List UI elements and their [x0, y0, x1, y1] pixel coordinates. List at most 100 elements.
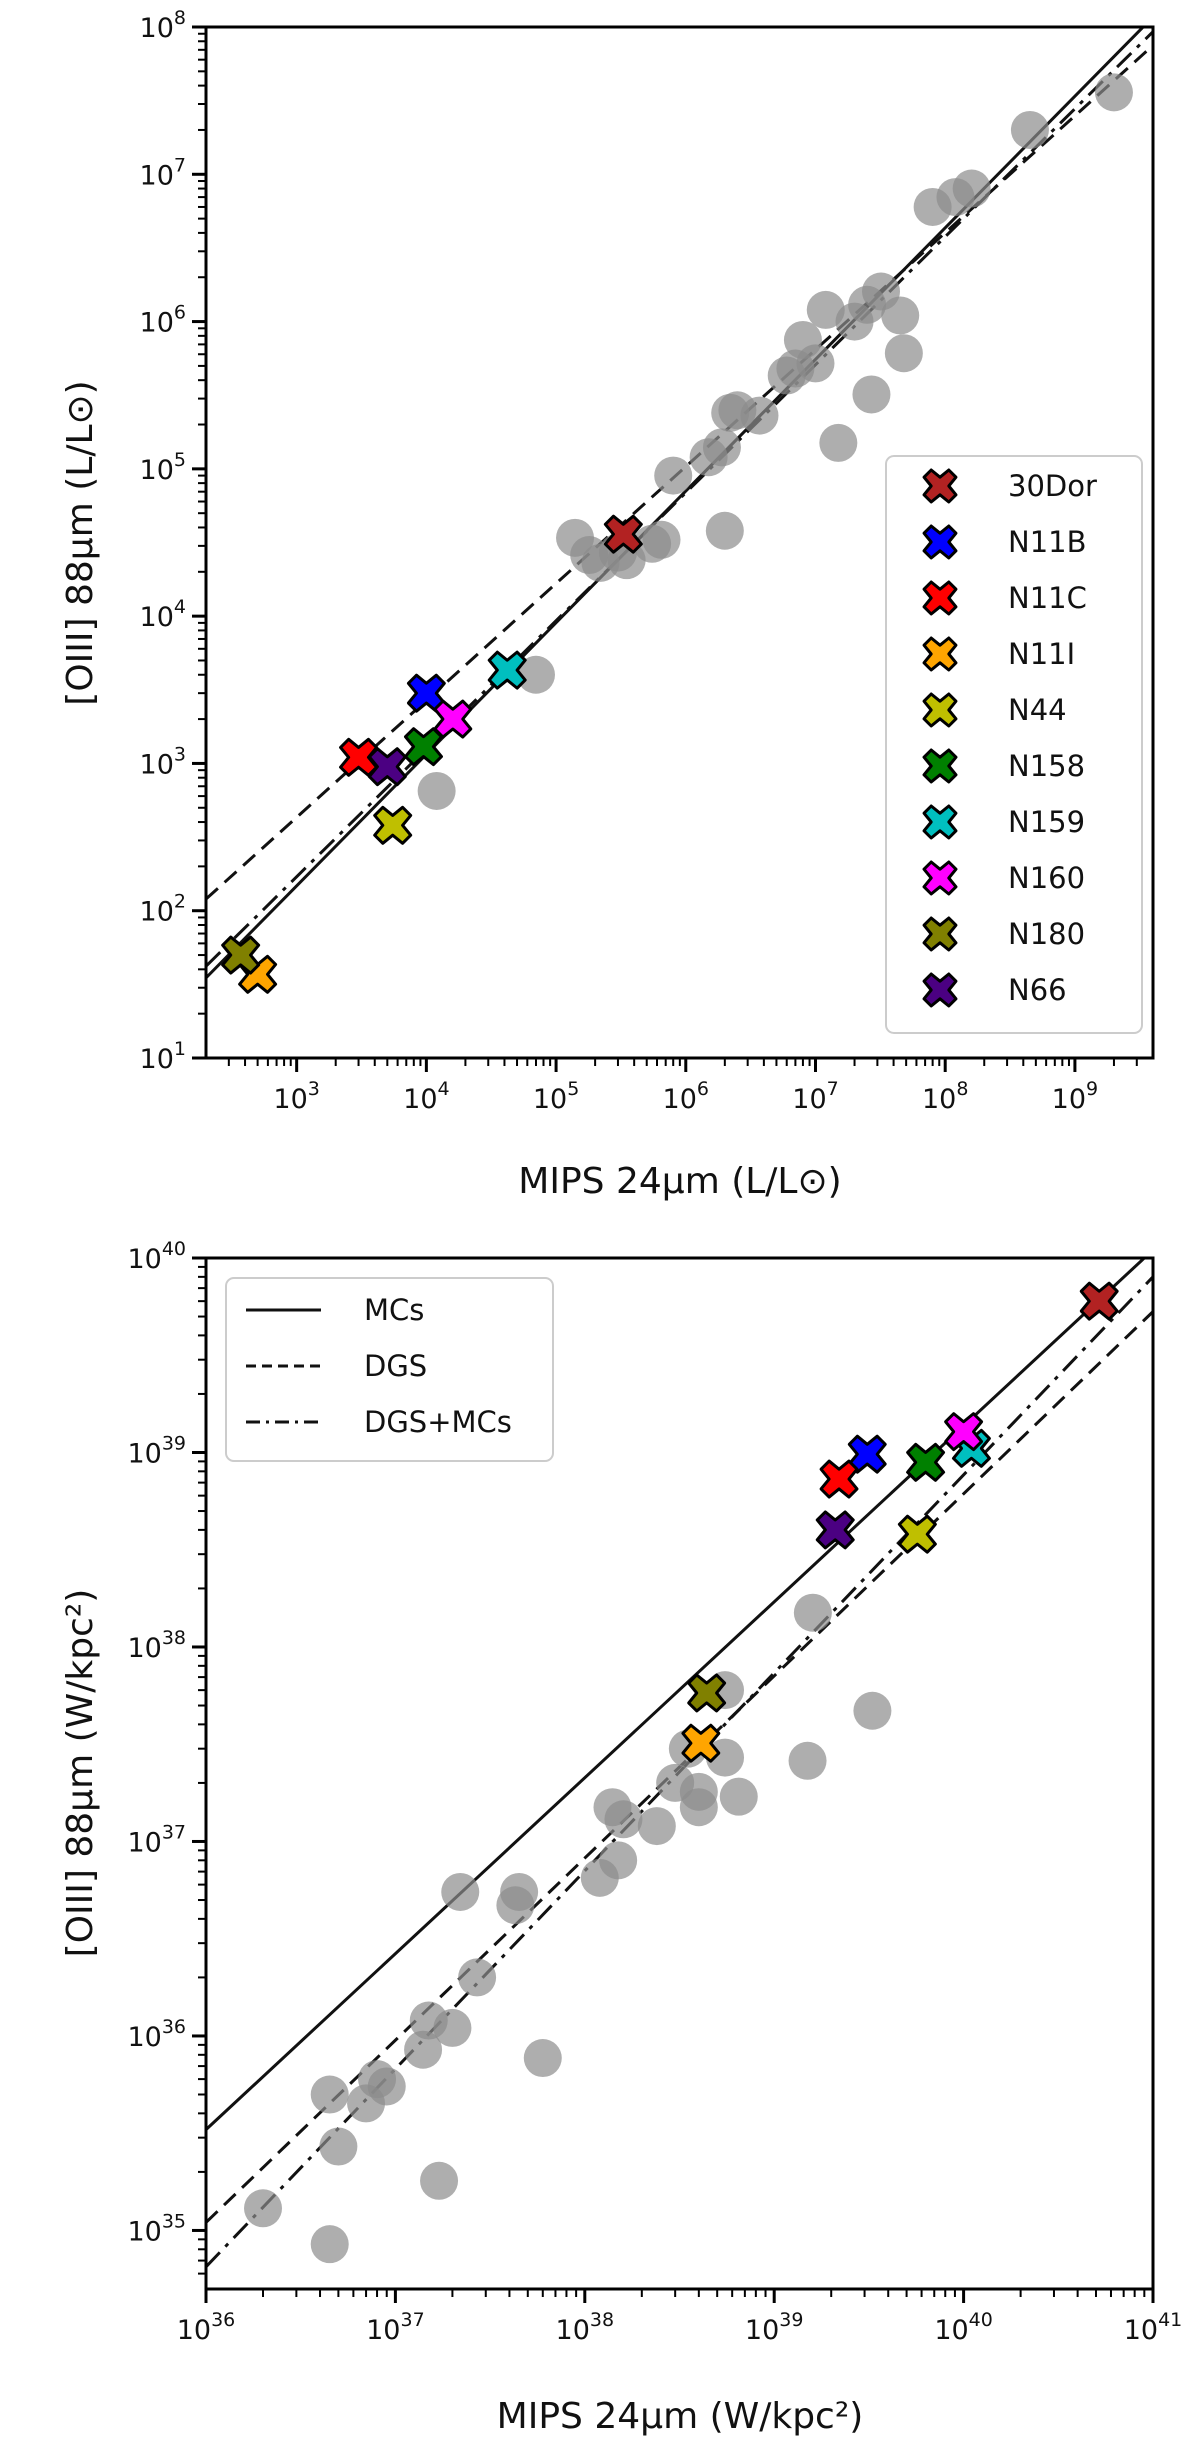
- bottom-x-tick-label: 1038: [556, 2309, 615, 2346]
- top-y-axis-label: [OIII] 88μm (L/L⊙): [60, 380, 101, 705]
- top-dgs-point: [642, 520, 681, 559]
- bottom-dgs-point: [441, 1872, 480, 1911]
- bottom-legend-box: [225, 1277, 554, 1462]
- bottom-mc-points: [681, 1281, 1119, 1763]
- top-legend-label-n180: N180: [1008, 917, 1085, 951]
- top-axis-ticks: 103 104 105 106 107 108 109 101 102 103 104 105 106 1…: [140, 7, 1138, 1115]
- top-legend-label-n11b: N11B: [1008, 525, 1087, 559]
- top-plot: 103 104 105 106 107 108 109 101 102 103 104 105 106 1…: [60, 7, 1155, 1202]
- top-x-tick-label: 108: [922, 1078, 968, 1115]
- top-mc-point-n44: [373, 805, 413, 845]
- top-y-tick-label: 102: [140, 891, 186, 928]
- top-dgs-point: [516, 655, 555, 694]
- bottom-mc-point-n180: [687, 1673, 727, 1713]
- top-legend-marker-n160: [922, 860, 958, 896]
- bottom-y-tick-label: 1035: [127, 2210, 186, 2247]
- top-dgs-point: [884, 334, 923, 373]
- bottom-legend-label-dgs-mcs: DGS+MCs: [364, 1405, 512, 1439]
- top-dgs-point: [806, 290, 845, 329]
- top-dgs-point: [796, 344, 835, 383]
- top-legend-marker-n44: [922, 692, 958, 728]
- bottom-mc-point-n160: [944, 1412, 984, 1452]
- bottom-dgs-point: [420, 2161, 459, 2200]
- top-legend-label-n11i: N11I: [1008, 637, 1075, 671]
- top-y-tick-label: 104: [140, 596, 186, 633]
- bottom-dgs-point: [853, 1691, 892, 1730]
- bottom-legend-label-mcs: MCs: [364, 1293, 424, 1327]
- bottom-x-axis-label: MIPS 24μm (W/kpc²): [497, 2396, 864, 2437]
- top-dgs-point: [881, 296, 920, 335]
- top-legend-marker-n11i: [922, 636, 958, 672]
- top-mc-point-n159: [487, 650, 527, 690]
- bottom-dgs-point: [637, 1807, 676, 1846]
- top-dgs-point: [654, 456, 693, 495]
- top-legend-marker-n11b: [922, 524, 958, 560]
- bottom-mc-point-n11i: [681, 1723, 721, 1763]
- top-dgs-point: [417, 771, 456, 810]
- bottom-x-tick-label: 1036: [177, 2309, 236, 2346]
- top-dgs-point: [819, 423, 858, 462]
- top-x-tick-label: 104: [403, 1078, 449, 1115]
- top-y-tick-label: 108: [140, 7, 186, 44]
- bottom-dgs-point: [404, 2030, 443, 2069]
- bottom-dgs-point: [719, 1777, 758, 1816]
- top-x-tick-label: 109: [1052, 1078, 1098, 1115]
- bottom-dgs-point: [793, 1593, 832, 1632]
- top-legend-marker-n180: [922, 916, 958, 952]
- top-legend-label-n160: N160: [1008, 861, 1085, 895]
- bottom-legend: MCs DGS DGS+MCs: [225, 1277, 554, 1462]
- bottom-dgs-point: [433, 2008, 472, 2047]
- top-legend-marker-30dor: [922, 468, 958, 504]
- top-mc-points: [221, 514, 643, 994]
- bottom-y-tick-label: 1040: [127, 1238, 186, 1275]
- top-mc-point-n180: [221, 935, 261, 975]
- top-dgs-point: [705, 511, 744, 550]
- bottom-y-tick-label: 1038: [127, 1627, 186, 1664]
- top-legend-label-n158: N158: [1008, 749, 1085, 783]
- top-dgs-point: [852, 375, 891, 414]
- bottom-dgs-point: [679, 1788, 718, 1827]
- top-y-tick-label: 101: [140, 1038, 186, 1075]
- bottom-dgs-point: [458, 1958, 497, 1997]
- top-dgs-point: [702, 428, 741, 467]
- top-legend-label-n66: N66: [1008, 973, 1067, 1007]
- top-x-tick-label: 106: [663, 1078, 709, 1115]
- top-x-tick-label: 103: [273, 1078, 319, 1115]
- top-dgs-point: [1094, 73, 1133, 112]
- top-x-axis-label: MIPS 24μm (L/L⊙): [518, 1161, 841, 1202]
- top-y-tick-label: 106: [140, 302, 186, 339]
- bottom-x-tick-label: 1041: [1124, 2309, 1183, 2346]
- bottom-axis-ticks: 1036 1037 1038 1039 1040 1041 1035 1036 1037 1038…: [127, 1238, 1182, 2346]
- bottom-dgs-points: [244, 1593, 892, 2264]
- top-legend-marker-n11c: [922, 580, 958, 616]
- top-mc-point-30dor: [603, 514, 643, 554]
- top-y-tick-label: 107: [140, 154, 186, 191]
- top-legend-marker-n66: [922, 972, 958, 1008]
- top-dgs-point: [952, 169, 991, 208]
- bottom-dgs-point: [244, 2189, 283, 2228]
- bottom-y-tick-label: 1039: [127, 1432, 186, 1469]
- top-legend-label-n44: N44: [1008, 693, 1067, 727]
- top-x-tick-label: 105: [533, 1078, 579, 1115]
- top-y-tick-label: 105: [140, 449, 186, 486]
- bottom-y-tick-label: 1036: [127, 2016, 186, 2053]
- bottom-mc-point-n44: [897, 1514, 937, 1554]
- top-legend-label-n159: N159: [1008, 805, 1085, 839]
- bottom-dgs-point: [319, 2127, 358, 2166]
- bottom-mc-point-n66: [815, 1510, 855, 1550]
- top-dgs-point: [740, 396, 779, 435]
- bottom-mc-point-30dor: [1079, 1281, 1119, 1321]
- bottom-legend-label-dgs: DGS: [364, 1349, 427, 1383]
- bottom-fit-mcs: [206, 1258, 1147, 2131]
- top-legend: 30Dor N11B N11C N11I N44 N158 N159 N160 N180 N66: [885, 455, 1143, 1034]
- top-x-tick-label: 107: [792, 1078, 838, 1115]
- top-fit-dgs-mcs: [206, 30, 1153, 968]
- top-legend-marker-n159: [922, 804, 958, 840]
- bottom-mc-point-n11c: [819, 1459, 859, 1499]
- bottom-dgs-point: [367, 2067, 406, 2106]
- bottom-plot-frame: [204, 1256, 1155, 2291]
- top-legend-label-30dor: 30Dor: [1008, 469, 1097, 503]
- bottom-mc-point-n158: [906, 1442, 946, 1482]
- top-mc-point-n160: [433, 699, 473, 739]
